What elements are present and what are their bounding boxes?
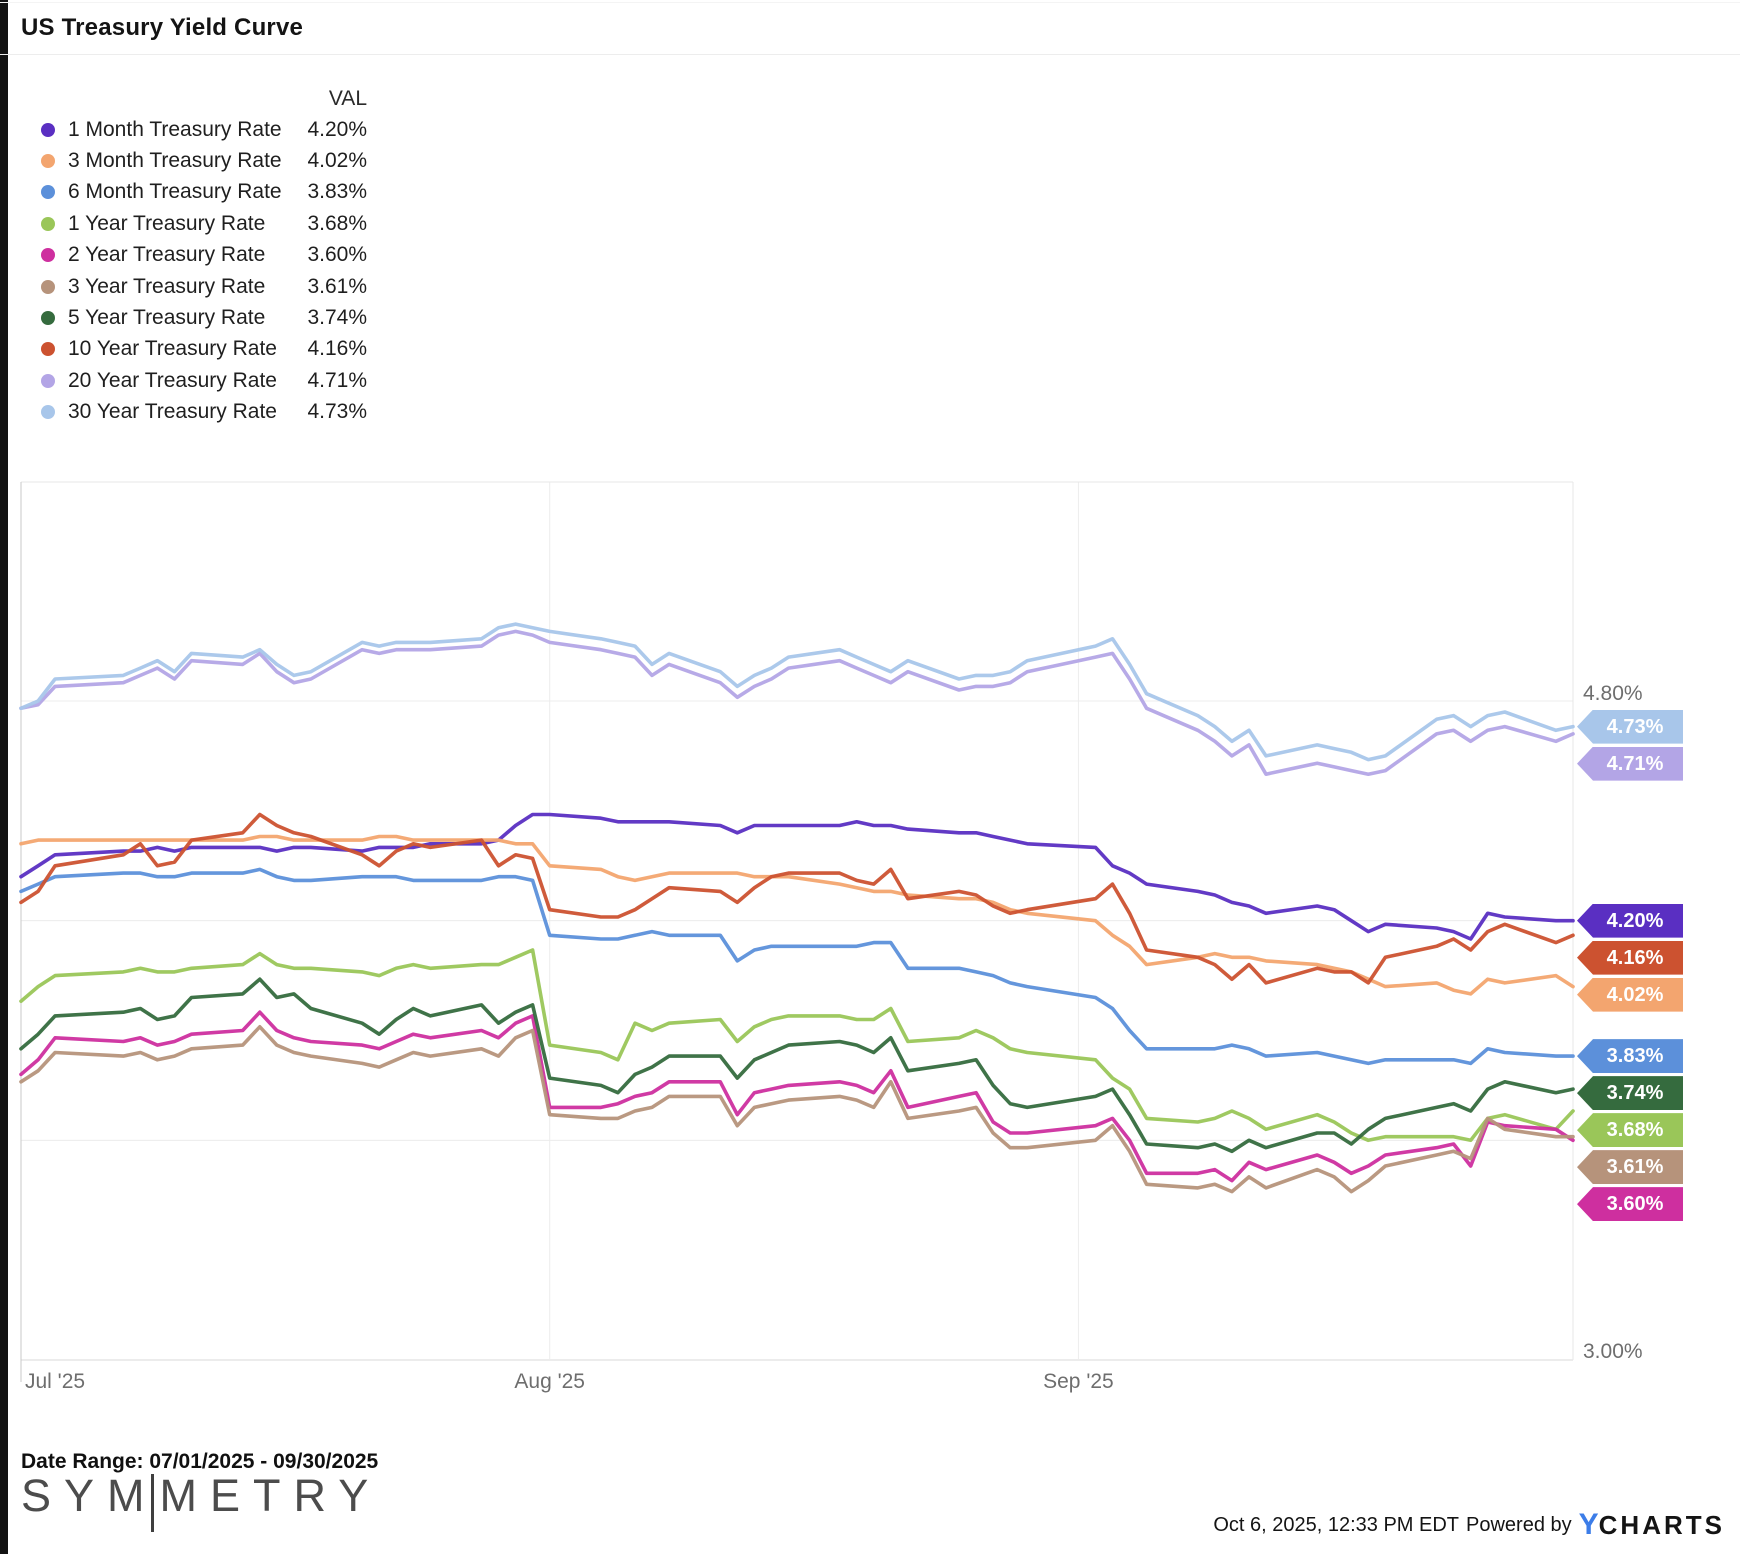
legend-item[interactable]: 2 Year Treasury Rate 3.60% [21,240,367,271]
window-left-edge [0,0,8,1554]
series-line-10-year-treasury-rate [19,812,1575,985]
legend-item-value: 4.16% [307,337,367,361]
legend-dot-icon [41,311,55,326]
legend-dot-icon [41,342,55,357]
legend-item-label: 3 Year Treasury Rate [68,274,266,298]
series-line-1-month-treasury-rate [19,812,1575,941]
value-pill: 3.74% [1577,1076,1683,1111]
value-pill: 4.16% [1577,940,1683,975]
legend-item-value: 4.20% [307,117,367,141]
series-line-5-year-treasury-rate [19,977,1575,1154]
ycharts-logo-y: Y [1578,1508,1599,1541]
value-pill: 3.83% [1577,1039,1683,1074]
symmetry-logo-left: SYM [21,1470,158,1521]
value-pill: 3.61% [1577,1150,1683,1185]
legend-item-label: 6 Month Treasury Rate [68,180,282,204]
legend-item[interactable]: 6 Month Treasury Rate 3.83% [21,177,367,208]
top-hairline [0,2,1740,3]
legend-dot-icon [41,405,55,420]
legend-dot-icon [41,185,55,200]
symmetry-logo-bar [150,1474,154,1532]
y-axis-label: 3.00% [1583,1340,1643,1363]
legend-item-label: 10 Year Treasury Rate [68,337,277,361]
legend-item-value: 3.61% [307,274,367,298]
x-axis-label: Aug '25 [514,1370,585,1393]
legend-item[interactable]: 1 Year Treasury Rate 3.68% [21,208,367,239]
symmetry-logo: SYM METRY [21,1472,381,1532]
legend-item-value: 4.71% [307,368,367,392]
footer-attribution: Oct 6, 2025, 12:33 PM EDT Powered by Y CH… [1213,1508,1725,1542]
legend-item-label: 5 Year Treasury Rate [68,306,266,330]
legend-dot-icon [41,154,55,169]
legend-item[interactable]: 3 Year Treasury Rate 3.61% [21,271,367,302]
legend-item-label: 1 Month Treasury Rate [68,117,282,141]
title-separator [0,54,1740,55]
x-axis-label: Sep '25 [1043,1370,1114,1393]
legend-val-header: VAL [328,87,367,110]
x-axis-label: Jul '25 [25,1370,86,1393]
series-line-6-month-treasury-rate [19,867,1575,1066]
series-legend: VAL 1 Month Treasury Rate 4.20% 3 Month Tr… [21,84,367,428]
timestamp: Oct 6, 2025, 12:33 PM EDT [1213,1513,1460,1536]
legend-item-label: 2 Year Treasury Rate [68,243,266,267]
ycharts-logo-charts: CHARTS [1598,1509,1725,1540]
ycharts-logo[interactable]: Y CHARTS [1579,1508,1725,1542]
legend-item-value: 3.83% [307,180,367,204]
legend-dot-icon [41,122,55,137]
legend-item-value: 4.02% [307,149,367,173]
series-line-3-year-treasury-rate [19,1025,1575,1194]
series-line-1-year-treasury-rate [19,948,1575,1143]
legend-dot-icon [41,216,55,231]
symmetry-logo-right: METRY [159,1470,382,1521]
powered-by-label: Powered by [1466,1513,1572,1536]
legend-item[interactable]: 1 Month Treasury Rate 4.20% [21,114,367,145]
legend-item-label: 20 Year Treasury Rate [68,368,277,392]
legend-item-label: 30 Year Treasury Rate [68,400,277,424]
value-pill: 3.60% [1577,1187,1683,1222]
page-title: US Treasury Yield Curve [21,14,304,41]
legend-item[interactable]: 5 Year Treasury Rate 3.74% [21,302,367,333]
series-line-20-year-treasury-rate [19,629,1575,777]
legend-dot-icon [41,279,55,294]
legend-item-value: 3.68% [307,211,367,235]
series-line-30-year-treasury-rate [19,622,1575,762]
legend-item-label: 1 Year Treasury Rate [68,211,266,235]
legend-dot-icon [41,248,55,263]
value-pill: 3.68% [1577,1113,1683,1148]
legend-dot-icon [41,373,55,388]
value-pill: 4.71% [1577,746,1683,781]
value-pill: 4.73% [1577,709,1683,744]
value-pill: 4.02% [1577,977,1683,1012]
legend-item-label: 3 Month Treasury Rate [68,149,282,173]
legend-item[interactable]: 30 Year Treasury Rate 4.73% [21,397,367,428]
series-line-2-year-treasury-rate [19,1010,1575,1183]
date-range-label: Date Range: 07/01/2025 - 09/30/2025 [21,1450,379,1473]
legend-item[interactable]: 3 Month Treasury Rate 4.02% [21,145,367,176]
legend-item-value: 3.74% [307,306,367,330]
legend-item[interactable]: 20 Year Treasury Rate 4.71% [21,365,367,396]
legend-item[interactable]: 10 Year Treasury Rate 4.16% [21,334,367,365]
y-axis-label: 4.80% [1583,682,1643,705]
legend-item-value: 4.73% [307,400,367,424]
legend-item-value: 3.60% [307,243,367,267]
value-pill: 4.20% [1577,903,1683,938]
